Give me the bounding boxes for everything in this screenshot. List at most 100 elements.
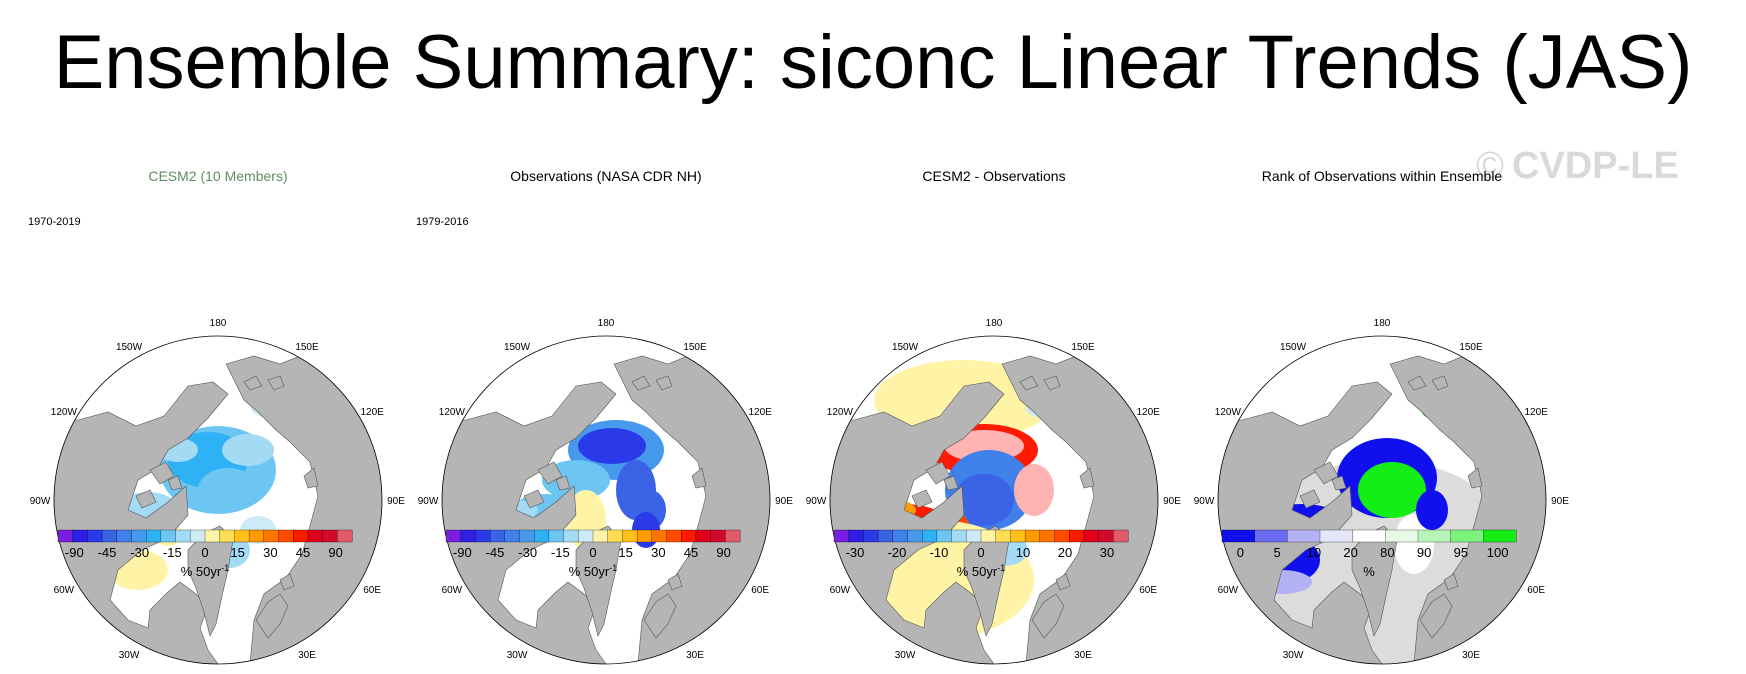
trend-patch xyxy=(1394,514,1434,574)
land-mass xyxy=(1419,593,1453,639)
panel-period: 1979-2016 xyxy=(416,216,469,228)
colorbar-tick-label: -15 xyxy=(551,545,570,560)
colorbar-bin xyxy=(592,529,609,543)
longitude-label: 150E xyxy=(683,342,707,353)
map-border xyxy=(1217,335,1547,665)
longitude-label: 60E xyxy=(363,585,381,596)
colorbar-bin xyxy=(863,529,879,543)
colorbar-bin xyxy=(1385,529,1419,543)
colorbar-tick-label: 15 xyxy=(230,545,244,560)
colorbar-bin xyxy=(995,529,1011,543)
colorbar-bin xyxy=(636,529,653,543)
colorbar-bin xyxy=(1010,529,1026,543)
colorbar-tick-label: -45 xyxy=(98,545,117,560)
land-mass xyxy=(943,475,959,491)
colorbar-tick-label: 30 xyxy=(651,545,665,560)
colorbar-bin xyxy=(1054,529,1070,543)
longitude-label: 30E xyxy=(298,650,316,661)
longitude-label: 90E xyxy=(775,496,793,507)
colorbar-bin xyxy=(293,529,309,543)
panel-rank: 180 150E 120E 90E 60E 30E 0 30W 60W 90W 120W 150W R… xyxy=(1182,150,1582,665)
land-mass xyxy=(1019,375,1039,391)
trend-patch xyxy=(1358,462,1426,518)
colorbar: -90 -45 -30 -15 0 15 30 45 90 % 50yr-1 xyxy=(445,529,741,579)
colorbar-tick-label: -10 xyxy=(930,545,949,560)
colorbar-bin xyxy=(445,529,462,543)
colorbar-bin xyxy=(1254,529,1288,543)
colorbar-tick-label: -30 xyxy=(130,545,149,560)
land-mass xyxy=(243,375,263,391)
panel-difference: 180 150E 120E 90E 60E 30E 0 30W 60W 90W 120W 150W C… xyxy=(794,150,1194,665)
trend-patch xyxy=(542,460,610,500)
longitude-label: 60W xyxy=(442,585,463,596)
colorbar-tick-label: 20 xyxy=(1343,545,1357,560)
colorbar-bin xyxy=(131,529,147,543)
polar-map: 180 150E 120E 90E 60E 30E 0 30W 60W 90W 120W 150W xyxy=(806,318,1181,665)
colorbar-bin xyxy=(489,529,506,543)
trend-patch xyxy=(222,434,274,466)
land-mass xyxy=(1031,593,1065,639)
colorbar-bin xyxy=(534,529,550,543)
colorbar-bin xyxy=(1287,529,1321,543)
colorbar-bin xyxy=(681,529,697,543)
colorbar-bin xyxy=(57,529,74,543)
colorbar-tick-label: -30 xyxy=(846,545,865,560)
longitude-label: 30W xyxy=(1283,650,1304,661)
trend-patch xyxy=(954,474,1014,526)
colorbar-tick-label: -45 xyxy=(486,545,505,560)
colorbar-tick-label: 30 xyxy=(263,545,277,560)
land-mass xyxy=(279,573,295,591)
colorbar-bin xyxy=(248,529,265,543)
colorbar-bin xyxy=(72,529,88,543)
land-mass xyxy=(187,525,234,637)
colorbar-bin xyxy=(101,529,118,543)
longitude-label: 30E xyxy=(1462,650,1480,661)
colorbar-units: % 50yr-1 xyxy=(181,563,229,579)
longitude-label: 150W xyxy=(1280,342,1307,353)
colorbar-bin xyxy=(504,529,520,543)
trend-patch xyxy=(1416,490,1448,530)
land-mass xyxy=(167,475,183,491)
land-mass xyxy=(1351,525,1398,637)
map-border xyxy=(441,335,771,665)
colorbar-bin xyxy=(907,529,923,543)
longitude-label: 180 xyxy=(1374,318,1391,329)
land-mass xyxy=(267,375,285,391)
land-mass xyxy=(135,489,157,509)
colorbar-bin xyxy=(234,529,250,543)
colorbar: -30 -20 -10 0 10 20 30 % 50yr-1 xyxy=(833,529,1129,579)
colorbar-bin xyxy=(263,529,279,543)
longitude-label: 90E xyxy=(1163,496,1181,507)
longitude-label: 60W xyxy=(1218,585,1239,596)
longitude-label: 60W xyxy=(830,585,851,596)
longitude-label: 90E xyxy=(1551,496,1569,507)
longitude-label: 120E xyxy=(360,407,384,418)
land-mass xyxy=(911,489,933,509)
longitude-label: 90E xyxy=(387,496,405,507)
land-mass xyxy=(667,573,683,591)
land-mass xyxy=(1313,461,1339,485)
longitude-label: 90W xyxy=(418,496,439,507)
longitude-label: 120E xyxy=(748,407,772,418)
colorbar-tick-label: 100 xyxy=(1487,545,1509,560)
colorbar-bin xyxy=(651,529,667,543)
land-mass xyxy=(1218,381,1393,664)
land-mass xyxy=(575,525,622,637)
longitude-label: 90W xyxy=(30,496,51,507)
longitude-label: 30E xyxy=(1074,650,1092,661)
land-mass xyxy=(963,525,1010,637)
colorbar-bin xyxy=(1083,529,1100,543)
longitude-label: 90W xyxy=(1194,496,1215,507)
longitude-label: 120W xyxy=(827,407,854,418)
trend-patch xyxy=(198,468,258,512)
colorbar-units: % 50yr-1 xyxy=(957,563,1005,579)
panel-observations: 180 150E 120E 90E 60E 30E 0 30W 60W 90W 120W 150W O… xyxy=(406,150,806,665)
longitude-label: 180 xyxy=(986,318,1003,329)
colorbar-bin xyxy=(1319,529,1354,543)
longitude-label: 120W xyxy=(439,407,466,418)
panel-title: CESM2 (10 Members) xyxy=(148,168,288,184)
page-title: Ensemble Summary: siconc Linear Trends (… xyxy=(53,20,1693,105)
colorbar-bin xyxy=(966,529,982,543)
land-mass xyxy=(830,381,1005,664)
longitude-label: 150W xyxy=(892,342,919,353)
